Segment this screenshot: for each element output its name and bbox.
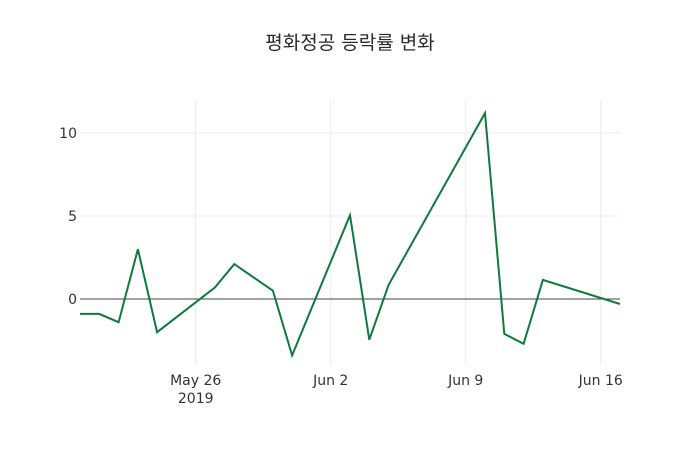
x-tick-sublabel: 2019	[178, 391, 214, 407]
y-tick-label: 10	[59, 126, 77, 142]
series-line	[80, 109, 621, 359]
x-tick-label: Jun 9	[447, 373, 483, 389]
x-tick-label: Jun 16	[578, 373, 623, 389]
data-series	[80, 109, 621, 359]
grid-lines	[80, 100, 620, 365]
y-tick-label: 0	[68, 292, 77, 308]
chart-title: 평화정공 등락률 변화	[265, 32, 435, 54]
y-tick-label: 5	[68, 209, 77, 225]
axis-labels: May 26 2019 Jun 2 Jun 9 Jun 16 0 5 10	[59, 126, 623, 407]
x-tick-label: May 26	[170, 373, 221, 389]
x-tick-label: Jun 2	[312, 373, 348, 389]
